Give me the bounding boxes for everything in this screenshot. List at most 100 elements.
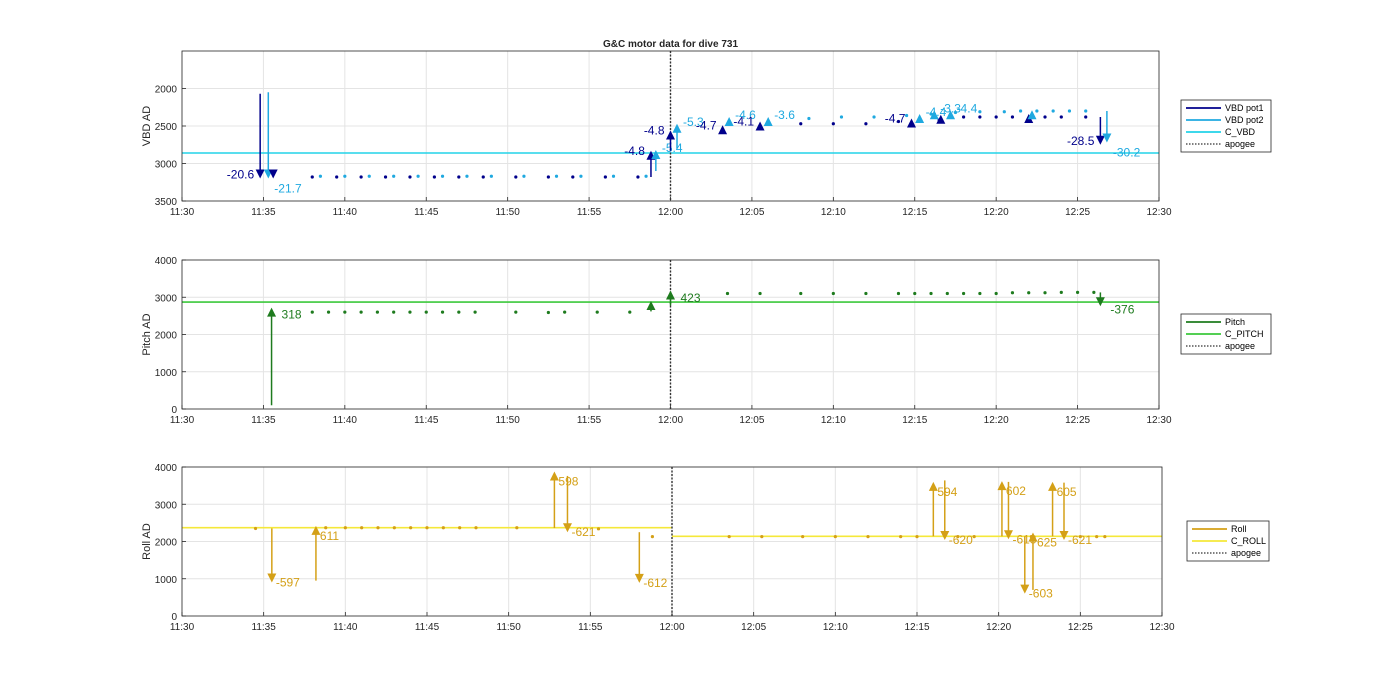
- data-point: [383, 175, 388, 179]
- x-tick-label: 12:05: [741, 622, 766, 633]
- data-point: [636, 175, 640, 179]
- x-tick-label: 12:25: [1065, 207, 1090, 218]
- data-point: [416, 174, 420, 178]
- data-point: [929, 112, 933, 116]
- data-point: [962, 115, 966, 119]
- data-point: [864, 291, 868, 296]
- legend-label: apogee: [1225, 139, 1255, 149]
- data-point: [522, 174, 526, 178]
- x-tick-label: 12:10: [821, 207, 846, 218]
- y-tick-label: 2000: [155, 331, 178, 342]
- data-point: [956, 535, 960, 539]
- data-point: [896, 119, 901, 124]
- move-label: 605: [1057, 485, 1077, 499]
- move-arrow-head: [666, 130, 675, 140]
- data-point: [611, 174, 616, 178]
- move-arrow-head: [1027, 110, 1037, 120]
- data-point: [563, 310, 567, 314]
- data-point: [571, 175, 575, 179]
- data-point: [481, 175, 485, 179]
- move-label: -3.3: [940, 101, 961, 115]
- y-tick-label: 1000: [155, 368, 178, 379]
- y-tick-label: 4000: [155, 463, 178, 474]
- data-point: [831, 122, 835, 126]
- data-point: [441, 526, 445, 530]
- move-arrow-head: [666, 290, 675, 300]
- x-tick-label: 11:45: [414, 415, 439, 426]
- y-axis-label: VBD AD: [141, 106, 153, 146]
- x-tick-label: 12:20: [984, 207, 1009, 218]
- axes-box: [181, 50, 1160, 202]
- data-point: [1027, 291, 1031, 295]
- y-axis-label: Pitch AD: [141, 313, 153, 355]
- data-point: [409, 526, 413, 530]
- legend-label: VBD pot1: [1225, 103, 1264, 113]
- x-tick-label: 12:10: [821, 415, 846, 426]
- move-label: -4.4: [957, 101, 978, 115]
- legend-label: VBD pot2: [1225, 115, 1264, 125]
- x-tick-label: 12:15: [904, 622, 929, 633]
- data-point: [1002, 110, 1006, 114]
- move-label: -20.6: [227, 168, 255, 182]
- move-arrow-head: [929, 110, 939, 120]
- move-arrow-head: [906, 118, 916, 128]
- y-tick-label: 3000: [155, 293, 178, 304]
- legend-label: Pitch: [1225, 317, 1245, 327]
- move-arrow-head: [1020, 584, 1030, 594]
- data-point: [515, 526, 519, 530]
- move-arrow-head: [268, 169, 278, 179]
- data-point: [1078, 535, 1082, 539]
- move-arrow-head: [936, 114, 946, 124]
- data-point: [866, 535, 870, 539]
- data-point: [457, 310, 461, 314]
- data-point: [644, 174, 648, 178]
- move-label: -597: [276, 575, 300, 589]
- data-point: [432, 175, 436, 179]
- data-point: [1010, 291, 1015, 295]
- move-arrow-head: [915, 114, 925, 123]
- move-label: 594: [937, 485, 957, 499]
- move-arrow-head: [763, 117, 773, 126]
- data-point: [839, 115, 844, 119]
- data-point: [514, 175, 518, 179]
- data-point: [489, 174, 493, 178]
- move-label: 318: [282, 308, 302, 322]
- data-point: [465, 174, 469, 178]
- move-label: -4.7: [885, 112, 906, 126]
- data-point: [905, 113, 909, 118]
- data-point: [1067, 109, 1072, 113]
- x-tick-label: 12:00: [658, 207, 683, 218]
- x-tick-label: 11:35: [251, 415, 276, 426]
- move-label: -5.4: [662, 141, 683, 155]
- move-arrow-head: [255, 169, 265, 179]
- x-tick-label: 12:20: [984, 415, 1009, 426]
- data-point: [326, 310, 331, 314]
- data-point: [310, 175, 314, 179]
- data-point: [425, 526, 429, 530]
- data-point: [1059, 290, 1063, 295]
- data-point: [1095, 535, 1099, 539]
- move-label: -28.5: [1067, 134, 1095, 148]
- data-point: [596, 527, 601, 531]
- data-point: [962, 291, 966, 296]
- data-point: [801, 535, 805, 539]
- data-point: [831, 291, 835, 296]
- data-point: [872, 115, 876, 119]
- move-arrow-head: [755, 121, 765, 131]
- x-tick-label: 11:45: [415, 622, 440, 633]
- data-point: [1092, 290, 1096, 295]
- data-point: [335, 175, 339, 179]
- data-point: [253, 526, 258, 531]
- move-label: 625: [1037, 536, 1057, 550]
- move-label: -612: [643, 576, 667, 590]
- data-point: [440, 310, 445, 314]
- data-point: [915, 535, 919, 539]
- data-point: [650, 535, 655, 539]
- data-point: [899, 535, 903, 539]
- y-tick-label: 2000: [155, 85, 178, 96]
- y-tick-label: 0: [171, 612, 177, 623]
- legend-label: Roll: [1231, 524, 1247, 534]
- move-arrow-head: [646, 300, 656, 310]
- x-tick-label: 11:30: [170, 622, 195, 633]
